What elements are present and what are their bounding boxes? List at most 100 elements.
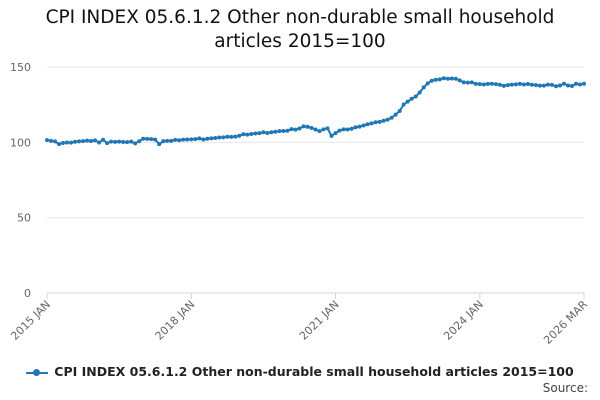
data-point[interactable]	[85, 138, 90, 143]
data-point[interactable]	[285, 128, 290, 133]
data-point[interactable]	[237, 133, 242, 138]
data-point[interactable]	[217, 135, 222, 140]
data-point[interactable]	[449, 76, 454, 81]
data-point[interactable]	[577, 82, 582, 87]
data-point[interactable]	[205, 136, 210, 141]
data-point[interactable]	[437, 77, 442, 82]
data-point[interactable]	[425, 81, 430, 86]
data-point[interactable]	[113, 139, 118, 144]
data-point[interactable]	[161, 139, 166, 144]
data-point[interactable]	[373, 120, 378, 125]
data-point[interactable]	[297, 126, 302, 131]
data-point[interactable]	[157, 142, 162, 147]
data-point[interactable]	[313, 127, 318, 132]
data-point[interactable]	[153, 137, 158, 142]
data-point[interactable]	[537, 83, 542, 88]
data-point[interactable]	[73, 139, 78, 144]
data-point[interactable]	[582, 81, 586, 86]
data-point[interactable]	[477, 82, 482, 87]
data-point[interactable]	[185, 137, 190, 142]
data-point[interactable]	[557, 83, 562, 88]
data-point[interactable]	[225, 134, 230, 139]
data-point[interactable]	[433, 77, 438, 82]
data-point[interactable]	[565, 83, 570, 88]
data-point[interactable]	[409, 96, 414, 101]
data-point[interactable]	[417, 90, 422, 95]
data-point[interactable]	[105, 141, 110, 146]
data-point[interactable]	[141, 136, 146, 141]
legend[interactable]: CPI INDEX 05.6.1.2 Other non-durable sma…	[0, 364, 600, 379]
data-point[interactable]	[173, 137, 178, 142]
data-point[interactable]	[289, 127, 294, 132]
data-point[interactable]	[325, 126, 330, 131]
data-point[interactable]	[265, 130, 270, 135]
data-point[interactable]	[177, 138, 182, 143]
data-point[interactable]	[145, 136, 150, 141]
data-point[interactable]	[193, 137, 198, 142]
data-point[interactable]	[413, 94, 418, 99]
data-point[interactable]	[333, 131, 338, 136]
data-point[interactable]	[133, 141, 138, 146]
data-point[interactable]	[233, 134, 238, 139]
data-point[interactable]	[109, 139, 114, 144]
data-point[interactable]	[97, 140, 102, 145]
data-point[interactable]	[349, 126, 354, 131]
data-point[interactable]	[529, 82, 534, 87]
data-point[interactable]	[305, 124, 310, 129]
data-point[interactable]	[57, 142, 62, 147]
data-point[interactable]	[397, 108, 402, 113]
data-point[interactable]	[481, 82, 486, 87]
data-point[interactable]	[517, 81, 522, 86]
data-point[interactable]	[525, 82, 530, 87]
data-point[interactable]	[253, 131, 258, 136]
data-point[interactable]	[421, 85, 426, 90]
data-point[interactable]	[441, 76, 446, 81]
data-point[interactable]	[209, 136, 214, 141]
data-point[interactable]	[469, 80, 474, 85]
source-label[interactable]: Source:	[542, 381, 588, 395]
data-point[interactable]	[45, 138, 49, 143]
data-point[interactable]	[309, 125, 314, 130]
data-point[interactable]	[509, 82, 514, 87]
data-point[interactable]	[337, 128, 342, 133]
data-point[interactable]	[61, 140, 66, 145]
data-point[interactable]	[513, 82, 518, 87]
data-point[interactable]	[121, 140, 126, 145]
data-point[interactable]	[329, 133, 334, 138]
data-point[interactable]	[493, 82, 498, 87]
data-point[interactable]	[485, 81, 490, 86]
data-point[interactable]	[445, 76, 450, 81]
data-point[interactable]	[381, 118, 386, 123]
data-point[interactable]	[129, 139, 134, 144]
data-point[interactable]	[369, 121, 374, 126]
data-point[interactable]	[181, 137, 186, 142]
data-point[interactable]	[385, 117, 390, 122]
data-point[interactable]	[573, 81, 578, 86]
data-point[interactable]	[77, 139, 82, 144]
data-point[interactable]	[321, 127, 326, 132]
data-point[interactable]	[461, 80, 466, 85]
data-point[interactable]	[561, 81, 566, 86]
data-point[interactable]	[473, 81, 478, 86]
data-point[interactable]	[53, 139, 58, 144]
data-point[interactable]	[549, 82, 554, 87]
data-point[interactable]	[405, 99, 410, 104]
data-point[interactable]	[533, 83, 538, 88]
data-point[interactable]	[569, 83, 574, 88]
data-point[interactable]	[345, 127, 350, 132]
data-point[interactable]	[401, 102, 406, 107]
data-point[interactable]	[101, 137, 106, 142]
data-point[interactable]	[125, 140, 130, 145]
data-point[interactable]	[149, 137, 154, 142]
data-point[interactable]	[541, 83, 546, 88]
data-point[interactable]	[241, 132, 246, 137]
data-point[interactable]	[497, 82, 502, 87]
data-point[interactable]	[269, 130, 274, 135]
data-point[interactable]	[341, 127, 346, 132]
data-point[interactable]	[189, 137, 194, 142]
data-point[interactable]	[49, 138, 54, 143]
data-point[interactable]	[465, 80, 470, 85]
data-point[interactable]	[257, 131, 262, 136]
data-point[interactable]	[281, 129, 286, 134]
data-point[interactable]	[273, 129, 278, 134]
